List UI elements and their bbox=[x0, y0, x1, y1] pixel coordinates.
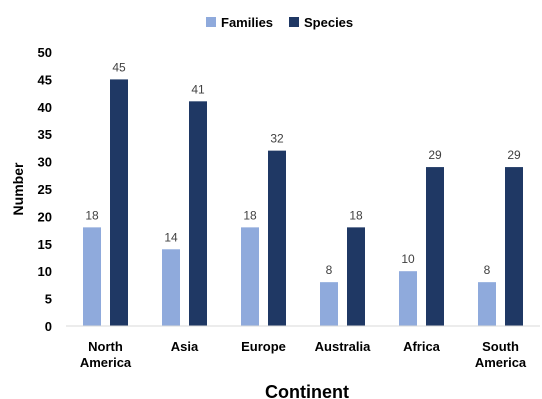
data-label-species: 32 bbox=[270, 132, 284, 146]
x-axis-title: Continent bbox=[265, 382, 349, 399]
legend: Families Species bbox=[206, 15, 353, 30]
y-tick-label: 50 bbox=[38, 45, 52, 60]
data-label-families: 8 bbox=[484, 263, 491, 277]
legend-swatch-families bbox=[206, 17, 216, 27]
y-tick-label: 5 bbox=[45, 292, 52, 307]
data-label-families: 8 bbox=[326, 263, 333, 277]
legend-swatch-species bbox=[289, 17, 299, 27]
bar-species bbox=[505, 167, 523, 326]
x-axis-categories: North America Asia Europe Australia Africa Sou… bbox=[80, 339, 527, 370]
data-label-families: 14 bbox=[164, 230, 178, 244]
data-label-families: 10 bbox=[401, 252, 415, 266]
data-label-species: 18 bbox=[349, 208, 363, 222]
bar-species bbox=[426, 167, 444, 326]
legend-label-species: Species bbox=[304, 15, 353, 30]
x-category-label: Australia bbox=[315, 339, 371, 354]
y-tick-label: 0 bbox=[45, 319, 52, 334]
bar-families bbox=[320, 282, 338, 326]
data-label-species: 41 bbox=[191, 82, 205, 96]
x-category-label: South America bbox=[475, 339, 527, 370]
x-category-label: North America bbox=[80, 339, 132, 370]
data-label-families: 18 bbox=[85, 208, 99, 222]
data-label-species: 29 bbox=[428, 148, 442, 162]
bar-species bbox=[189, 101, 207, 326]
y-tick-label: 15 bbox=[38, 237, 52, 252]
bar-families bbox=[83, 227, 101, 326]
y-tick-label: 20 bbox=[38, 209, 52, 224]
y-tick-label: 35 bbox=[38, 127, 52, 142]
bar-species bbox=[110, 79, 128, 327]
x-category-label: Europe bbox=[241, 339, 286, 354]
x-category-label: Africa bbox=[403, 339, 441, 354]
legend-label-families: Families bbox=[221, 15, 273, 30]
y-tick-label: 45 bbox=[38, 72, 52, 87]
data-labels: 18 45 14 41 18 32 8 18 10 29 8 29 bbox=[85, 60, 521, 277]
bar-families bbox=[162, 249, 180, 326]
data-label-species: 29 bbox=[507, 148, 521, 162]
data-label-species: 45 bbox=[112, 60, 126, 74]
bar-families bbox=[478, 282, 496, 326]
y-tick-label: 25 bbox=[38, 182, 52, 197]
y-tick-label: 40 bbox=[38, 100, 52, 115]
bar-families bbox=[399, 271, 417, 326]
bars bbox=[83, 79, 523, 327]
y-tick-label: 10 bbox=[38, 264, 52, 279]
y-axis-ticks: 0 5 10 15 20 25 30 35 40 45 50 bbox=[38, 45, 52, 334]
y-tick-label: 30 bbox=[38, 155, 52, 170]
bar-species bbox=[268, 150, 286, 326]
bar-species bbox=[347, 227, 365, 326]
x-category-label: Asia bbox=[171, 339, 199, 354]
data-label-families: 18 bbox=[243, 208, 257, 222]
bar-families bbox=[241, 227, 259, 326]
y-axis-title: Number bbox=[10, 162, 26, 215]
